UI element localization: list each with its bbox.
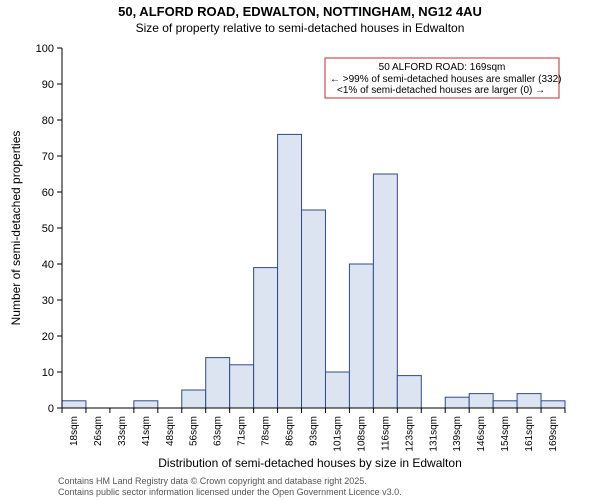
footer-line1: Contains HM Land Registry data © Crown c… xyxy=(58,476,367,486)
x-tick-label: 101sqm xyxy=(332,416,343,452)
y-axis: 0 10 20 30 40 50 60 70 80 90 100 xyxy=(36,43,62,415)
x-tick-label: 116sqm xyxy=(380,416,391,451)
histogram-chart: 50, ALFORD ROAD, EDWALTON, NOTTINGHAM, N… xyxy=(0,0,600,500)
annot-title: 50 ALFORD ROAD: 169sqm xyxy=(379,62,506,73)
y-tick-label: 60 xyxy=(42,187,54,199)
y-tick-label: 40 xyxy=(42,259,54,271)
x-tick-label: 161sqm xyxy=(524,416,535,452)
x-tick-label: 63sqm xyxy=(213,416,224,446)
footer-line2: Contains public sector information licen… xyxy=(58,487,402,497)
x-tick-label: 146sqm xyxy=(476,416,487,452)
bar xyxy=(349,264,373,408)
bar xyxy=(373,174,397,408)
y-tick-label: 70 xyxy=(42,151,54,163)
bar xyxy=(206,358,230,408)
x-tick-label: 71sqm xyxy=(237,416,248,446)
bar xyxy=(517,394,541,408)
x-tick-label: 108sqm xyxy=(356,416,367,452)
x-tick-label: 139sqm xyxy=(452,416,463,452)
bar xyxy=(62,401,86,408)
bar xyxy=(541,401,565,408)
annot-line1: ← >99% of semi-detached houses are small… xyxy=(330,74,562,85)
bars-group xyxy=(62,134,565,408)
x-tick-label: 93sqm xyxy=(309,416,320,446)
x-tick-label: 123sqm xyxy=(404,416,415,452)
bar xyxy=(302,210,326,408)
title-main: 50, ALFORD ROAD, EDWALTON, NOTTINGHAM, N… xyxy=(118,4,482,19)
y-tick-label: 20 xyxy=(42,331,54,343)
y-tick-label: 0 xyxy=(48,403,54,415)
bar xyxy=(182,390,206,408)
bar xyxy=(469,394,493,408)
x-tick-label: 18sqm xyxy=(69,416,80,446)
y-tick-label: 10 xyxy=(42,367,54,379)
bar xyxy=(493,401,517,408)
bar xyxy=(254,268,278,408)
y-tick-label: 50 xyxy=(42,223,54,235)
bar xyxy=(325,372,349,408)
y-tick-label: 80 xyxy=(42,115,54,127)
x-tick-label: 169sqm xyxy=(548,416,559,452)
x-tick-label: 26sqm xyxy=(93,416,104,446)
y-tick-label: 30 xyxy=(42,295,54,307)
x-tick-label: 56sqm xyxy=(189,416,200,446)
x-tick-label: 78sqm xyxy=(261,416,272,446)
y-axis-label: Number of semi-detached properties xyxy=(9,131,23,326)
x-axis-label: Distribution of semi-detached houses by … xyxy=(158,456,462,470)
x-tick-label: 86sqm xyxy=(285,416,296,446)
x-tick-label: 154sqm xyxy=(500,416,511,452)
bar xyxy=(445,397,469,408)
x-tick-label: 33sqm xyxy=(117,416,128,446)
bar xyxy=(134,401,158,408)
y-tick-label: 90 xyxy=(42,79,54,91)
x-axis: 18sqm 26sqm 33sqm 41sqm 48sqm 56sqm 63sqm 71sqm… xyxy=(62,408,565,452)
annot-line2: <1% of semi-detached houses are larger (… xyxy=(337,85,545,96)
title-sub: Size of property relative to semi-detach… xyxy=(136,21,465,35)
x-tick-label: 48sqm xyxy=(165,416,176,446)
x-tick-label: 131sqm xyxy=(428,416,439,452)
y-tick-label: 100 xyxy=(36,43,54,55)
bar xyxy=(397,376,421,408)
bar xyxy=(230,365,254,408)
bar xyxy=(278,134,302,408)
x-tick-label: 41sqm xyxy=(141,416,152,446)
annotation-box: 50 ALFORD ROAD: 169sqm ← >99% of semi-de… xyxy=(325,58,562,98)
